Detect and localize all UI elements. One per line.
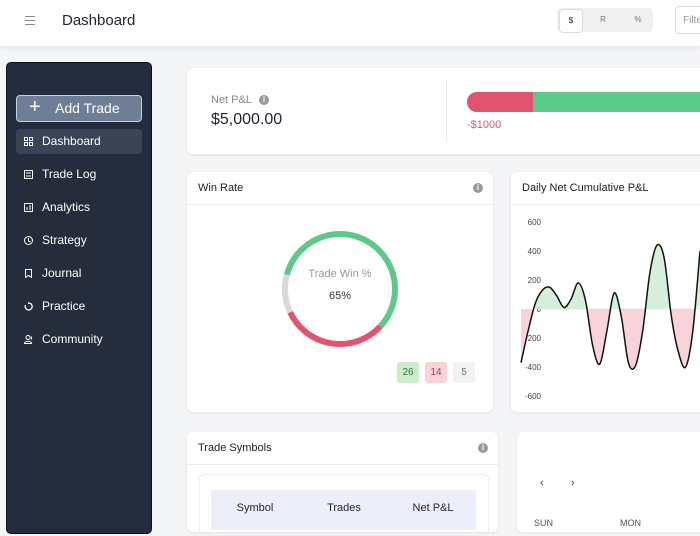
card-title: Trade Symbols	[198, 442, 272, 454]
column-header[interactable]: Trades	[327, 502, 361, 514]
nav-item[interactable]: Analytics	[16, 195, 142, 220]
y-tick-label: 0	[537, 305, 542, 314]
y-tick-label: -400	[525, 363, 542, 372]
menu-button[interactable]	[25, 14, 35, 28]
y-tick-label: 200	[528, 276, 542, 285]
breakeven-count: 5	[453, 362, 475, 383]
y-tick-label: 400	[528, 247, 542, 256]
weekday: SUN	[534, 518, 554, 528]
nav-item[interactable]: Practice	[16, 294, 142, 319]
y-tick-label: -200	[525, 334, 542, 343]
unit-option[interactable]: %	[634, 15, 642, 24]
column-header[interactable]: Net P&L	[412, 502, 454, 514]
info-icon[interactable]: i	[473, 183, 483, 193]
divider	[187, 204, 493, 205]
icon	[24, 302, 33, 311]
y-tick-label: -600	[525, 392, 542, 401]
nav-item[interactable]: Community	[16, 327, 142, 352]
loss-count: 14	[425, 362, 447, 383]
card-title: Daily Net Cumulative P&L	[522, 182, 649, 194]
win-count: 26	[397, 362, 419, 383]
net-pnl-label: Net P&L	[211, 94, 252, 106]
button-label: Add Trade	[55, 100, 120, 116]
icon	[24, 137, 33, 146]
graphics-layer: 600 400 200 0 -200 -400 -600	[282, 218, 700, 401]
top-bar: Dashboard $ R % Filte	[0, 0, 700, 46]
donut-segment	[282, 273, 293, 314]
info-icon[interactable]: i	[478, 443, 488, 453]
filter-input[interactable]: Filte	[675, 6, 700, 34]
loss-label: -$1000	[467, 119, 502, 131]
info-icon[interactable]: i	[259, 95, 269, 105]
net-pnl-value: $5,000.00	[211, 111, 283, 128]
unit-option[interactable]: R	[600, 15, 606, 24]
nav-item[interactable]: Trade Log	[16, 162, 142, 187]
icon	[24, 236, 33, 245]
donut-segment	[287, 310, 383, 347]
donut-label: Trade Win %	[308, 268, 372, 280]
icon	[24, 203, 33, 212]
nav-label: Community	[42, 332, 103, 346]
prev-month[interactable]: ‹	[540, 477, 544, 489]
y-tick-label: 600	[528, 218, 542, 227]
nav-label: Strategy	[42, 233, 87, 247]
icon	[25, 269, 32, 278]
divider	[446, 80, 447, 142]
weekday: MON	[620, 518, 641, 528]
nav-label: Dashboard	[42, 134, 101, 148]
calendar-card	[517, 432, 700, 532]
nav-label: Practice	[42, 299, 86, 313]
pnl-line	[520, 243, 700, 370]
unit-option[interactable]: $	[559, 9, 583, 33]
divider	[187, 464, 498, 465]
pnl-bar	[467, 92, 700, 112]
nav-item[interactable]: Journal	[16, 261, 142, 286]
table-header	[211, 490, 476, 530]
page-title: Dashboard	[62, 12, 136, 29]
nav-label: Analytics	[42, 200, 91, 214]
positive-area	[521, 244, 700, 309]
donut-value: 65%	[328, 290, 352, 302]
nav-item[interactable]: Dashboard	[16, 129, 142, 154]
column-header[interactable]: Symbol	[236, 502, 274, 514]
nav-item[interactable]: Strategy	[16, 228, 142, 253]
add-trade-button[interactable]: + Add Trade	[16, 95, 142, 122]
icon	[24, 170, 33, 179]
nav-label: Journal	[42, 266, 82, 280]
icon	[24, 335, 33, 344]
loss-segment	[467, 92, 533, 112]
donut-segment	[283, 231, 398, 329]
card-title: Win Rate	[198, 182, 244, 194]
next-month[interactable]: ›	[571, 477, 575, 489]
nav-label: Trade Log	[42, 167, 97, 181]
divider	[511, 204, 700, 205]
